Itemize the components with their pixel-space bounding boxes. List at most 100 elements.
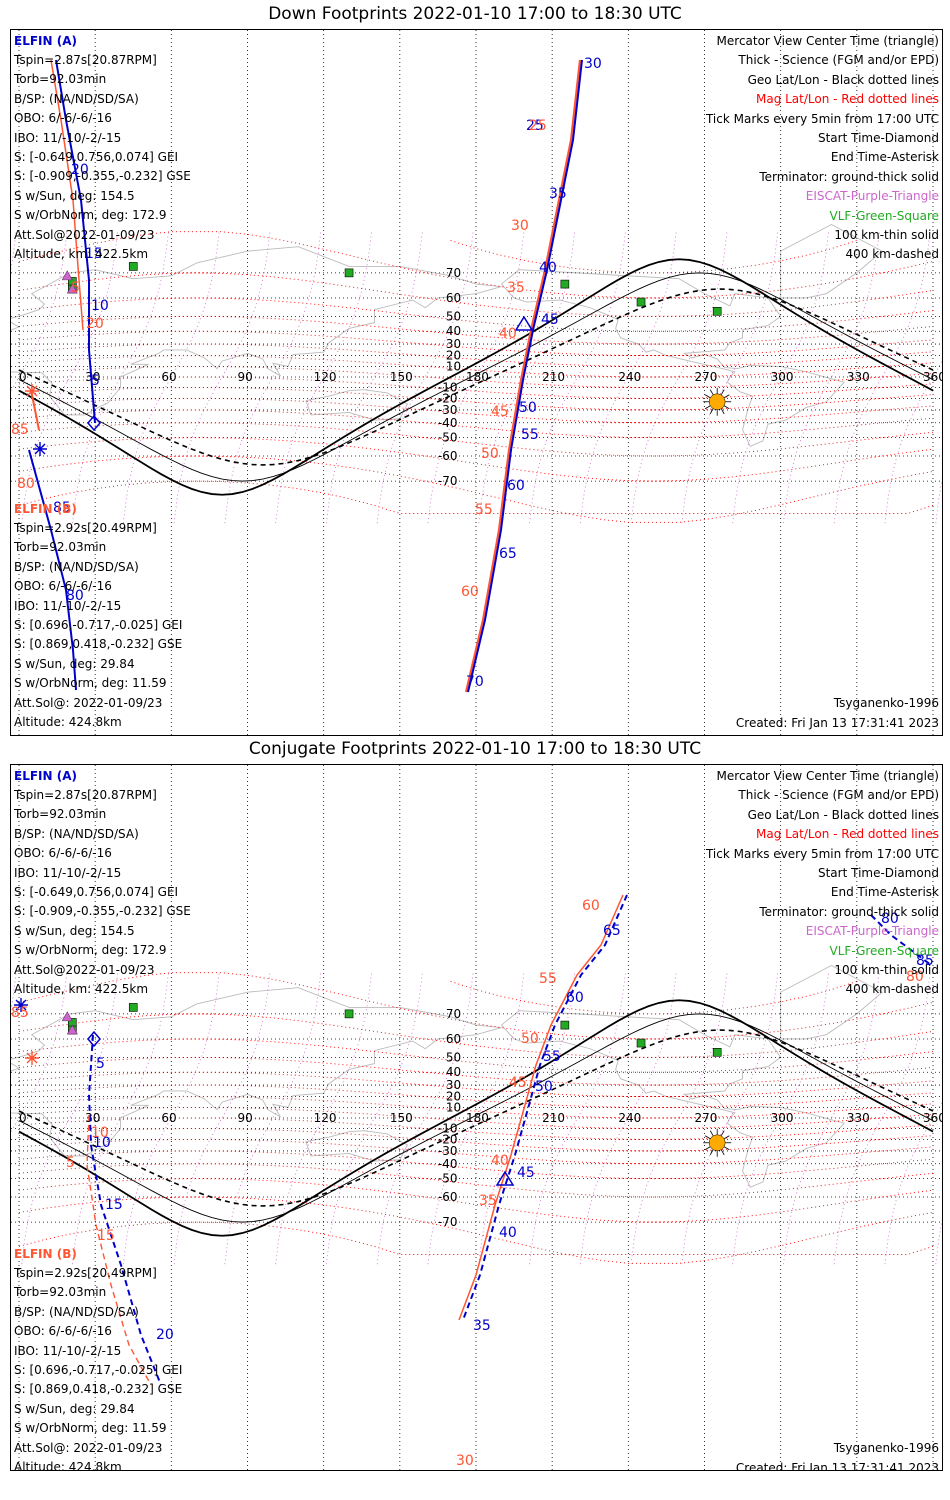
vlf-site-marker bbox=[560, 279, 570, 289]
sun-ray bbox=[704, 405, 711, 410]
lon-label: 330 bbox=[847, 370, 870, 384]
sat-b-info-line: S w/OrbNorm, deg: 11.59 bbox=[14, 1421, 167, 1436]
terminator-100km bbox=[18, 272, 934, 482]
terminator-ground bbox=[18, 999, 934, 1237]
tick-label-a: 25 bbox=[526, 118, 544, 134]
legend-line: VLF-Green-Square bbox=[829, 208, 939, 223]
legend-line: Terminator: ground-thick solid bbox=[759, 169, 939, 184]
lat-label: -30 bbox=[438, 1144, 458, 1158]
tick-label-a: 15 bbox=[85, 246, 103, 262]
sat-a-info-line: S w/Sun, deg: 154.5 bbox=[14, 188, 135, 203]
sat-a-info-line: Altitude, km: 422.5km bbox=[14, 982, 149, 997]
vlf-site-marker bbox=[712, 307, 722, 316]
vlf-site-marker bbox=[128, 262, 138, 271]
panel2-legend: Mercator View Center Time (triangle) Thic… bbox=[706, 767, 939, 1000]
sat-a-info-line: S w/OrbNorm, deg: 172.9 bbox=[14, 208, 167, 223]
lon-label: 270 bbox=[695, 1111, 718, 1125]
mag-latitude-line bbox=[18, 1107, 934, 1129]
lat-label: 30 bbox=[446, 337, 461, 351]
panel1-sat-a-info: Tspin=2.87s[20.87RPM] Torb=92.03min B/SP: … bbox=[14, 51, 191, 264]
lat-label: 60 bbox=[446, 291, 461, 305]
legend-line: 100 km-thin solid bbox=[834, 228, 939, 243]
sat-a-info-line: Att.Sol@2022-01-09/23 bbox=[14, 962, 155, 977]
sat-a-info-line: OBO: 6/-6/-6/-16 bbox=[14, 111, 112, 126]
sat-b-track-early bbox=[50, 59, 84, 331]
mag-latitude-line bbox=[18, 1196, 934, 1264]
sat-a-track bbox=[467, 59, 583, 693]
sat-b-info-line: S w/Sun, deg: 29.84 bbox=[14, 1401, 135, 1416]
terminator-ground bbox=[18, 258, 934, 496]
coastline bbox=[305, 1130, 409, 1162]
tick-label-b: 85 bbox=[916, 953, 934, 969]
panel1-created: Created: Fri Jan 13 17:31:41 2023 bbox=[735, 716, 939, 730]
sat-a-info-line: S: [-0.649,0.756,0.074] GEI bbox=[14, 885, 179, 900]
mag-lat-label: 45 bbox=[491, 404, 509, 420]
legend-line: Start Time-Diamond bbox=[817, 131, 939, 146]
legend-line: Thick - Science (FGM and/or EPD) bbox=[738, 788, 939, 803]
lat-label: -60 bbox=[438, 449, 458, 463]
sat-a-info-line: S w/OrbNorm, deg: 172.9 bbox=[14, 943, 167, 958]
vlf-site-marker bbox=[128, 1003, 138, 1012]
end-asterisk bbox=[14, 998, 28, 1012]
tick-label-b: 80 bbox=[66, 588, 84, 604]
sat-a-info-line: S: [-0.649,0.756,0.074] GEI bbox=[14, 150, 179, 165]
vlf-site-marker bbox=[636, 1038, 646, 1048]
sat-b-track bbox=[464, 59, 582, 693]
lon-label: 30 bbox=[85, 370, 100, 384]
tick-label-a: 60 bbox=[507, 478, 525, 494]
lon-label: 270 bbox=[695, 370, 718, 384]
panel2-sat-a-name: ELFIN (A) bbox=[14, 769, 77, 783]
mag-lat-label: 85 bbox=[11, 1005, 29, 1021]
mag-latitude-line bbox=[18, 1013, 934, 1058]
sat-b-east-dashed bbox=[870, 914, 932, 966]
mag-lat-label: 80 bbox=[906, 969, 924, 985]
panel2-title: Conjugate Footprints 2022-01-10 17:00 to… bbox=[248, 739, 702, 759]
mag-latitude-line bbox=[18, 1128, 934, 1152]
sat-b-info-line: B/SP: (NA/ND/SD/SA) bbox=[14, 559, 139, 574]
sat-a-info-line: Tspin=2.87s[20.87RPM] bbox=[14, 53, 157, 67]
mag-latitude-line bbox=[18, 1056, 934, 1086]
tick-label-a: 10 bbox=[91, 298, 109, 314]
sat-a-info-line: B/SP: (NA/ND/SD/SA) bbox=[14, 91, 139, 106]
mag-latitude-line bbox=[18, 376, 934, 399]
mag-latitude-line bbox=[18, 315, 934, 345]
tick-label-a: 55 bbox=[521, 427, 539, 443]
tick-label-a: 60 bbox=[566, 990, 584, 1006]
sun-ray bbox=[704, 1146, 711, 1151]
mag-latitude-line bbox=[18, 480, 934, 514]
eiscat-site-marker bbox=[61, 270, 73, 281]
lat-label: 10 bbox=[446, 1100, 461, 1114]
lon-label: 90 bbox=[238, 370, 253, 384]
sat-b-info-line: S: [0.869,0.418,-0.232] GSE bbox=[14, 1382, 183, 1397]
lon-label: 210 bbox=[542, 370, 565, 384]
mag-latitude-line bbox=[18, 1117, 934, 1140]
sat-a-info-line: Altitude, km: 422.5km bbox=[14, 247, 149, 262]
sat-a-info-line: B/SP: (NA/ND/SD/SA) bbox=[14, 826, 139, 841]
tick-label-a: 35 bbox=[473, 1318, 491, 1334]
lon-label: 0 bbox=[19, 370, 27, 384]
lon-label: 240 bbox=[618, 1111, 641, 1125]
panel1-model: Tsyganenko-1996 bbox=[833, 696, 939, 710]
lat-label: -20 bbox=[438, 391, 458, 405]
legend-line: EISCAT-Purple-Triangle bbox=[805, 924, 939, 939]
mag-latitude-line bbox=[18, 397, 934, 424]
sat-b-info-line: OBO: 6/-6/-6/-16 bbox=[14, 1324, 112, 1339]
legend-line: Tick Marks every 5min from 17:00 UTC bbox=[705, 111, 939, 126]
tick-label-a: 40 bbox=[499, 1225, 517, 1241]
legend-line: Mercator View Center Time (triangle) bbox=[716, 769, 939, 783]
tick-label-a: 65 bbox=[603, 923, 621, 939]
tick-label-a: 55 bbox=[543, 1049, 561, 1065]
lat-label: -10 bbox=[438, 381, 458, 395]
mag-latitude-line bbox=[18, 437, 934, 482]
sat-a-track-early bbox=[55, 59, 96, 424]
mag-latitude-line bbox=[18, 409, 934, 439]
sat-a-info-line: S: [-0.909,-0.355,-0.232] GSE bbox=[14, 904, 191, 919]
lat-label: 20 bbox=[446, 349, 461, 363]
panel1-map-frame: 70 60 50 40 30 20 10 -10 -20 -30 -40 -50 -60 -70 0 30 60… bbox=[10, 29, 943, 736]
lon-label: 180 bbox=[466, 1111, 489, 1125]
sat-a-info-line: S w/Sun, deg: 154.5 bbox=[14, 923, 135, 938]
sat-b-info-line: Att.Sol@: 2022-01-09/23 bbox=[14, 695, 163, 710]
tick-label-a: 50 bbox=[519, 400, 537, 416]
coastline bbox=[11, 246, 502, 416]
tick-label-a: 20 bbox=[71, 162, 89, 178]
